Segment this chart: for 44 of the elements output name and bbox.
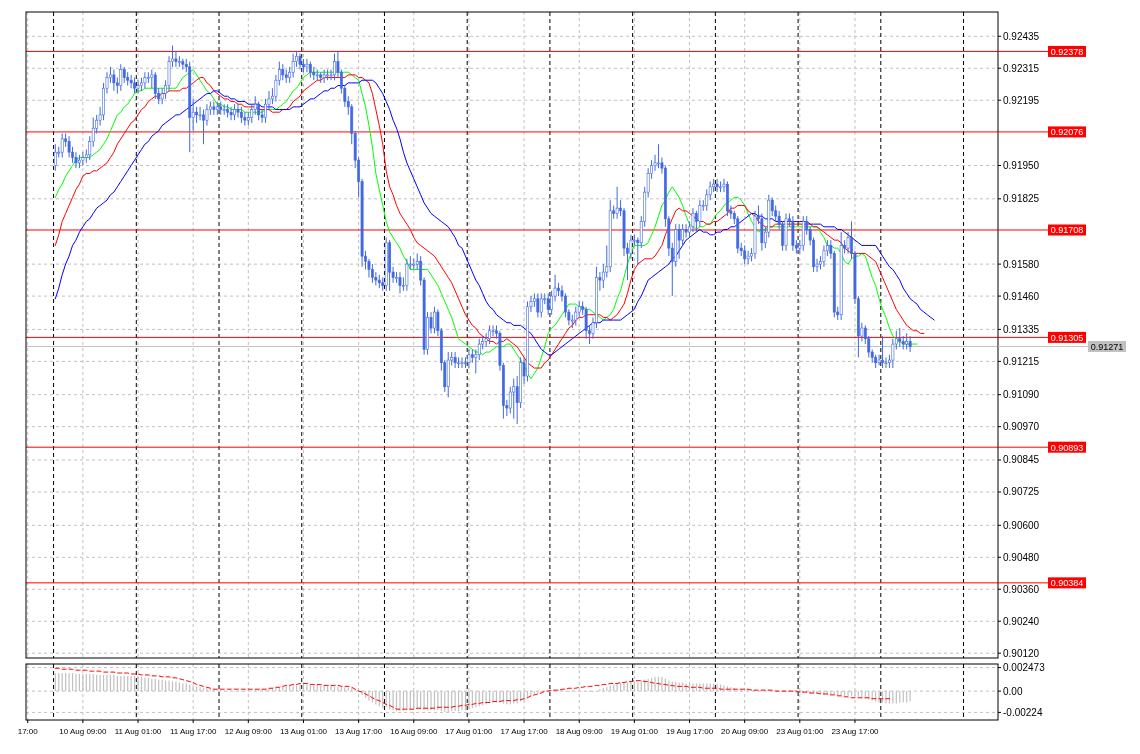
ref-line-label: 0.91708 [1050, 225, 1084, 236]
x-tick-label: 19 Aug 01:00 [610, 727, 659, 736]
x-tick-label: 13 Aug 17:00 [335, 727, 383, 736]
y-tick-label: 0.90600 [1003, 519, 1040, 531]
x-tick-label: 19 Aug 17:00 [665, 727, 714, 736]
x-tick-label: 23 Aug 01:00 [776, 727, 824, 736]
y-tick-label: 0.90240 [1003, 615, 1040, 627]
x-tick-label: 17 Aug 17:00 [500, 727, 549, 736]
x-tick-label: 23 Aug 17:00 [831, 727, 880, 736]
y-tick-label: 0.002473 [1003, 662, 1046, 674]
ref-line-label: 0.91305 [1050, 332, 1084, 343]
x-tick-label: 11 Aug 17:00 [169, 727, 217, 736]
x-tick-label: 17:00 [17, 727, 39, 736]
y-tick-label: 0.90480 [1003, 551, 1040, 563]
x-tick-label: 11 Aug 01:00 [114, 727, 162, 736]
x-tick-label: 10 Aug 09:00 [59, 727, 107, 736]
ref-line-label: 0.90384 [1050, 578, 1084, 589]
y-tick-label: 0.91215 [1003, 355, 1040, 367]
ref-line-label: 0.90893 [1050, 442, 1084, 453]
y-tick-label: 0.92195 [1003, 94, 1040, 106]
y-tick-label: 0.90970 [1003, 421, 1040, 433]
y-tick-label: 0.91090 [1003, 389, 1040, 401]
x-tick-label: 12 Aug 09:00 [224, 727, 273, 736]
y-tick-label: -0.00224 [1003, 706, 1043, 718]
y-tick-label: 0.90725 [1003, 486, 1040, 498]
y-tick-label: 0.90120 [1003, 647, 1040, 659]
y-tick-label: 0.90360 [1003, 583, 1040, 595]
y-tick-label: 0.91460 [1003, 290, 1040, 302]
y-tick-label: 0.92435 [1003, 30, 1040, 42]
x-tick-label: 18 Aug 09:00 [555, 727, 604, 736]
ref-line-label: 0.92378 [1050, 46, 1084, 57]
y-tick-label: 0.91825 [1003, 193, 1040, 205]
x-tick-label: 20 Aug 09:00 [721, 727, 769, 736]
y-tick-label: 0.00 [1003, 685, 1023, 697]
y-tick-label: 0.90845 [1003, 454, 1040, 466]
x-tick-label: 13 Aug 01:00 [279, 727, 328, 736]
x-tick-label: 17 Aug 01:00 [445, 727, 494, 736]
ref-line-label: 0.92076 [1050, 127, 1084, 138]
y-tick-label: 0.91335 [1003, 323, 1040, 335]
y-tick-label: 0.92315 [1003, 62, 1040, 74]
x-tick-label: 16 Aug 09:00 [390, 727, 438, 736]
ref-line-label: 0.91271 [1090, 341, 1124, 352]
y-tick-label: 0.91950 [1003, 160, 1040, 171]
y-tick-label: 0.91580 [1003, 258, 1040, 270]
